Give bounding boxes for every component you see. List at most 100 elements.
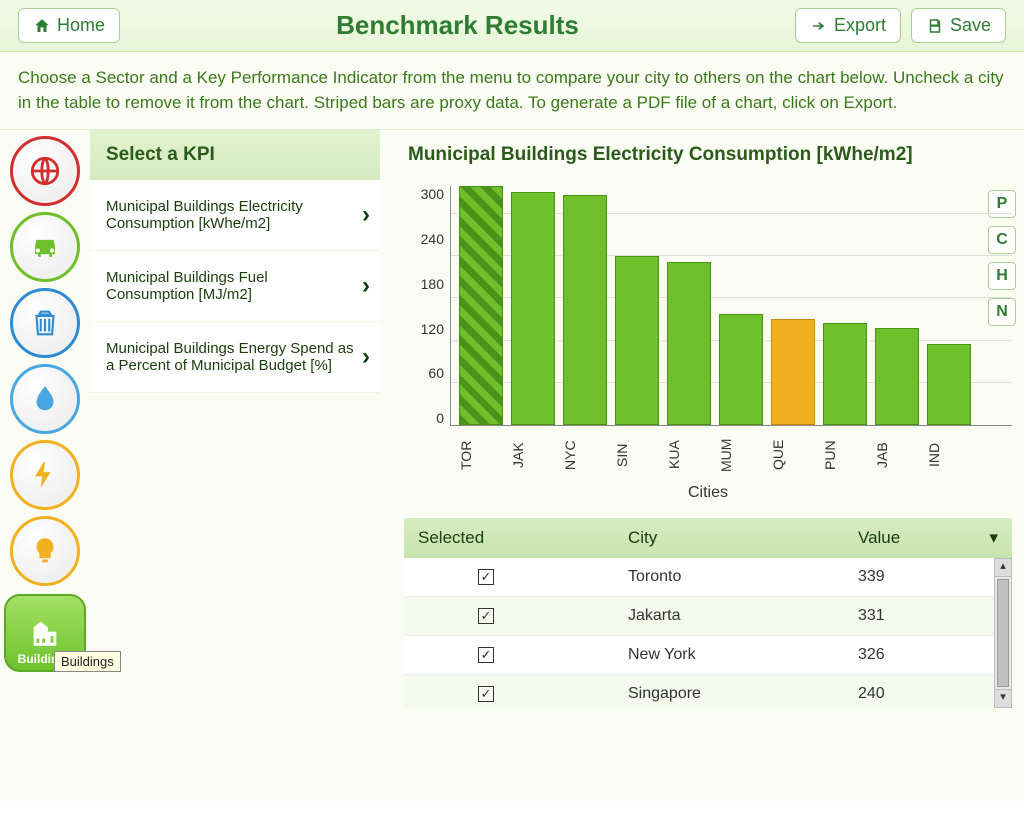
buildings-icon xyxy=(28,616,62,650)
bar-SIN[interactable] xyxy=(615,256,659,425)
table-body: ✓ Toronto339 ✓ Jakarta331 ✓ New York326 ✓ Singa… xyxy=(404,558,994,708)
save-button-label: Save xyxy=(950,15,991,36)
bar-TOR[interactable] xyxy=(459,186,503,425)
data-table: Selected City Value ▾ ✓ Toronto339 ✓ Jakart… xyxy=(404,518,1012,708)
sector-energy[interactable] xyxy=(10,440,80,510)
col-header-city[interactable]: City xyxy=(628,528,858,548)
export-button[interactable]: Export xyxy=(795,8,901,43)
x-axis-labels: TORJAKNYCSINKUAMUMQUEPUNJABIND xyxy=(404,432,1012,478)
table-row: ✓ Toronto339 xyxy=(404,558,994,597)
sector-rail: Buildings Buildings xyxy=(0,130,90,801)
bar-IND[interactable] xyxy=(927,344,971,425)
sector-buildings-active[interactable]: Buildings Buildings xyxy=(4,594,86,672)
col-header-selected[interactable]: Selected xyxy=(418,528,628,548)
main-area: Buildings Buildings Select a KPI Municip… xyxy=(0,130,1024,801)
x-axis-title: Cities xyxy=(404,484,1012,502)
bolt-icon xyxy=(28,458,62,492)
col-header-value[interactable]: Value ▾ xyxy=(858,528,998,548)
sort-indicator-icon: ▾ xyxy=(989,528,998,548)
x-tick-label: IND xyxy=(926,432,970,478)
row-value: 240 xyxy=(858,685,980,703)
arrow-right-icon xyxy=(810,17,828,35)
kpi-item-1[interactable]: Municipal Buildings Fuel Consumption [MJ… xyxy=(90,251,380,322)
y-axis: 300 240 180 120 60 0 xyxy=(404,186,450,426)
row-checkbox[interactable]: ✓ xyxy=(478,647,494,663)
chart-title: Municipal Buildings Electricity Consumpt… xyxy=(404,130,1012,186)
bulb-icon xyxy=(28,534,62,568)
instructions-text: Choose a Sector and a Key Performance In… xyxy=(0,52,1024,130)
sector-transport[interactable] xyxy=(10,212,80,282)
y-tick-label: 60 xyxy=(428,365,444,381)
page-title: Benchmark Results xyxy=(336,10,579,41)
bar-JAK[interactable] xyxy=(511,192,555,426)
row-checkbox[interactable]: ✓ xyxy=(478,686,494,702)
chart-panel: Municipal Buildings Electricity Consumpt… xyxy=(380,130,1024,801)
sector-globe[interactable] xyxy=(10,136,80,206)
x-tick-label: PUN xyxy=(822,432,866,478)
kpi-item-label: Municipal Buildings Fuel Consumption [MJ… xyxy=(106,269,354,303)
row-value: 339 xyxy=(858,568,980,586)
car-icon xyxy=(28,230,62,264)
y-tick-label: 120 xyxy=(421,321,444,337)
table-header: Selected City Value ▾ xyxy=(404,518,1012,558)
chevron-right-icon: › xyxy=(362,272,370,300)
bar-KUA[interactable] xyxy=(667,262,711,426)
kpi-item-0[interactable]: Municipal Buildings Electricity Consumpt… xyxy=(90,180,380,251)
row-city: New York xyxy=(628,646,858,664)
x-tick-label: SIN xyxy=(614,432,658,478)
kpi-header: Select a KPI xyxy=(90,130,380,180)
x-tick-label: NYC xyxy=(562,432,606,478)
scroll-down-icon[interactable]: ▾ xyxy=(995,689,1011,707)
trash-icon xyxy=(28,306,62,340)
globe-icon xyxy=(28,154,62,188)
plot-area xyxy=(450,186,1012,426)
row-city: Singapore xyxy=(628,685,858,703)
x-tick-label: JAK xyxy=(510,432,554,478)
bar-JAB[interactable] xyxy=(875,328,919,425)
row-city: Toronto xyxy=(628,568,858,586)
y-tick-label: 240 xyxy=(421,231,444,247)
row-city: Jakarta xyxy=(628,607,858,625)
row-value: 331 xyxy=(858,607,980,625)
col-header-value-label: Value xyxy=(858,528,900,548)
x-tick-label: MUM xyxy=(718,432,762,478)
bar-QUE[interactable] xyxy=(771,319,815,425)
table-row: ✓ New York326 xyxy=(404,636,994,675)
y-tick-label: 300 xyxy=(421,186,444,202)
x-tick-label: JAB xyxy=(874,432,918,478)
row-value: 326 xyxy=(858,646,980,664)
table-row: ✓ Jakarta331 xyxy=(404,597,994,636)
home-button[interactable]: Home xyxy=(18,8,120,43)
kpi-item-label: Municipal Buildings Energy Spend as a Pe… xyxy=(106,340,354,374)
scroll-up-icon[interactable]: ▴ xyxy=(995,559,1011,577)
sector-tooltip: Buildings xyxy=(54,651,121,672)
topbar-right-buttons: Export Save xyxy=(795,8,1006,43)
sector-waste[interactable] xyxy=(10,288,80,358)
save-button[interactable]: Save xyxy=(911,8,1006,43)
sector-water[interactable] xyxy=(10,364,80,434)
home-icon xyxy=(33,17,51,35)
scrollbar[interactable]: ▴ ▾ xyxy=(994,558,1012,708)
x-tick-label: TOR xyxy=(458,432,502,478)
droplet-icon xyxy=(28,382,62,416)
kpi-item-2[interactable]: Municipal Buildings Energy Spend as a Pe… xyxy=(90,322,380,393)
y-tick-label: 180 xyxy=(421,276,444,292)
topbar: Home Benchmark Results Export Save xyxy=(0,0,1024,52)
scroll-thumb[interactable] xyxy=(997,579,1009,687)
x-tick-label: QUE xyxy=(770,432,814,478)
chart-area: 300 240 180 120 60 0 xyxy=(404,186,1012,426)
sector-lighting[interactable] xyxy=(10,516,80,586)
bar-MUM[interactable] xyxy=(719,314,763,426)
chevron-right-icon: › xyxy=(362,343,370,371)
kpi-panel: Select a KPI Municipal Buildings Electri… xyxy=(90,130,380,801)
x-tick-label: KUA xyxy=(666,432,710,478)
row-checkbox[interactable]: ✓ xyxy=(478,608,494,624)
row-checkbox[interactable]: ✓ xyxy=(478,569,494,585)
export-button-label: Export xyxy=(834,15,886,36)
table-row: ✓ Singapore240 xyxy=(404,675,994,708)
y-tick-label: 0 xyxy=(436,410,444,426)
bar-NYC[interactable] xyxy=(563,195,607,425)
home-button-label: Home xyxy=(57,15,105,36)
save-icon xyxy=(926,17,944,35)
bar-PUN[interactable] xyxy=(823,323,867,425)
